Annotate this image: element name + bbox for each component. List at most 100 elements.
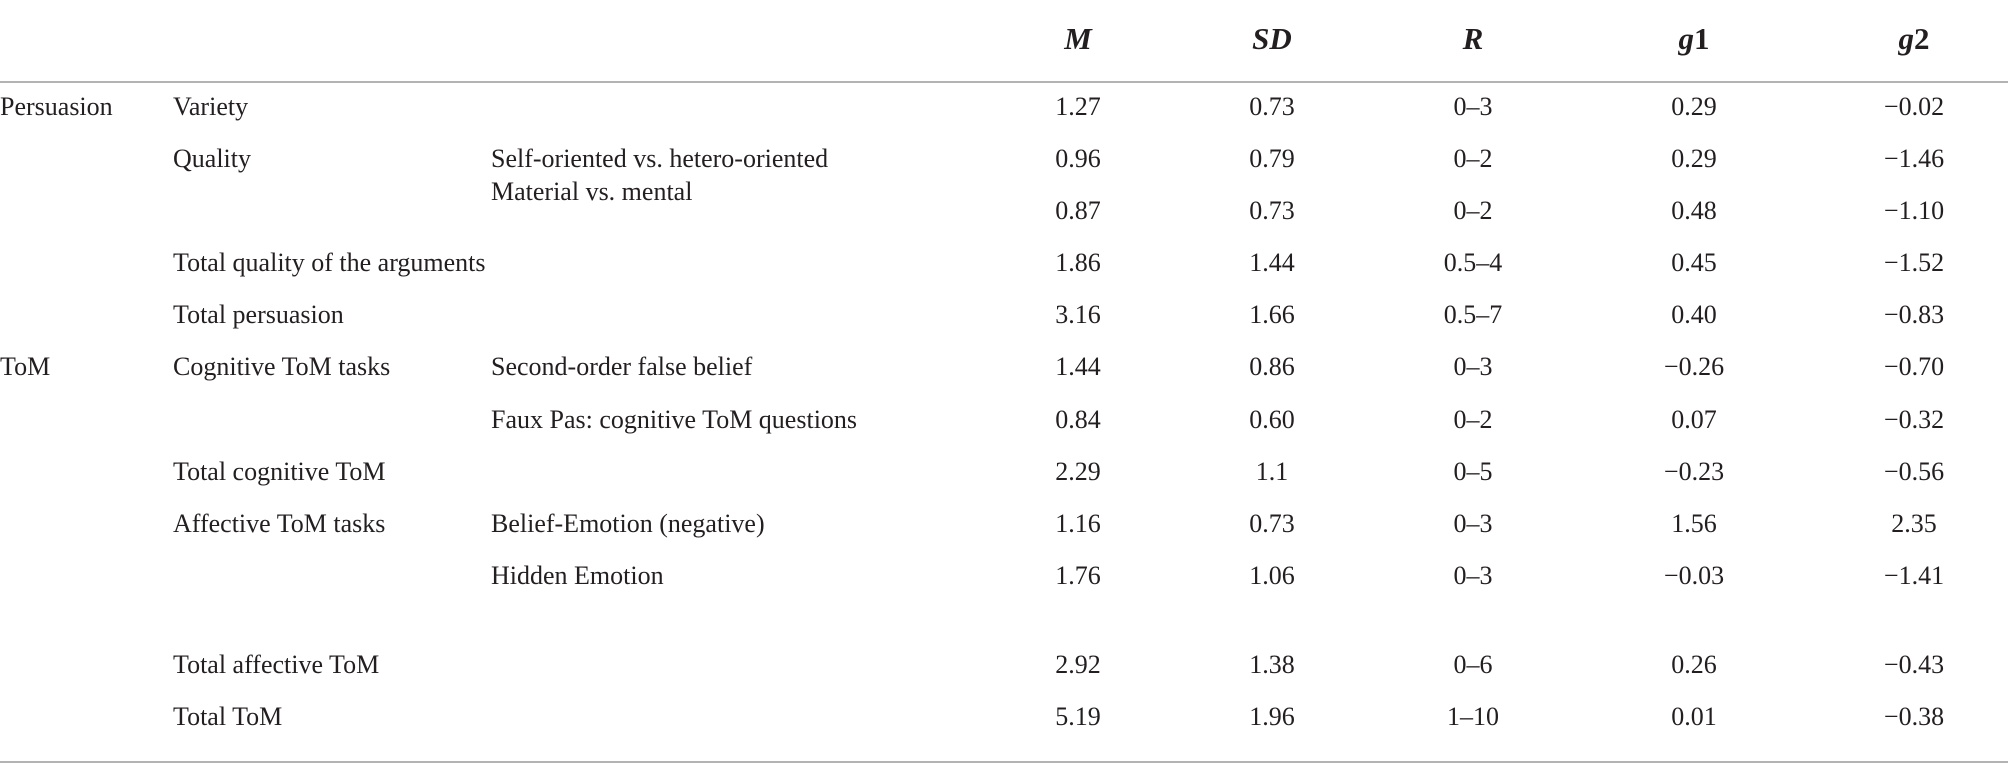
table-row: Faux Pas: cognitive ToM questions 0.84 0… [0, 394, 2008, 446]
table-row: Quality Self-oriented vs. hetero-oriente… [0, 133, 2008, 185]
cell-r: 0–2 [1453, 144, 1493, 173]
cell-r: 0–2 [1453, 405, 1493, 434]
table-row: Total affective ToM 2.92 1.38 0–6 0.26 −… [0, 639, 2008, 691]
cell-g2: −1.46 [1883, 144, 1945, 173]
cell-g2: −0.38 [1883, 702, 1945, 731]
cell-sd: 0.86 [1249, 352, 1295, 381]
cell-r: 0–3 [1453, 561, 1493, 590]
cell-sd: 0.73 [1249, 196, 1295, 225]
cell-g2: −0.70 [1883, 352, 1945, 381]
cell-sd: 1.96 [1249, 702, 1295, 731]
header-divider [0, 81, 2008, 83]
row-measure-label: Variety [173, 92, 249, 121]
cell-m: 0.96 [1055, 144, 1101, 173]
cell-m: 2.92 [1055, 650, 1101, 679]
cell-sd: 0.79 [1249, 144, 1295, 173]
cell-m: 0.84 [1055, 405, 1101, 434]
table-row: Hidden Emotion 1.76 1.06 0–3 −0.03 −1.41 [0, 550, 2008, 602]
cell-g2: −1.41 [1883, 561, 1945, 590]
header-g1: g1 [1614, 18, 1774, 60]
cell-g1: 0.40 [1671, 300, 1717, 329]
table-header-row: M SD R g1 g2 [0, 0, 2008, 81]
row-measure-label: Affective ToM tasks [173, 509, 386, 538]
table-row: ToM Cognitive ToM tasks Second-order fal… [0, 341, 2008, 393]
header-m: M [1064, 21, 1092, 56]
cell-m: 3.16 [1055, 300, 1101, 329]
row-measure-label: Total cognitive ToM [173, 457, 386, 486]
cell-r: 1–10 [1447, 702, 1499, 731]
cell-g1: −0.23 [1663, 457, 1725, 486]
header-g2-digit: 2 [1914, 21, 1930, 56]
cell-g1: 0.07 [1671, 405, 1717, 434]
cell-sd: 1.44 [1249, 248, 1295, 277]
row-measure-label: Cognitive ToM tasks [173, 352, 391, 381]
cell-r: 0–2 [1453, 196, 1493, 225]
cell-r: 0–3 [1453, 352, 1493, 381]
cell-m: 1.16 [1055, 509, 1101, 538]
header-r: R [1462, 21, 1484, 56]
cell-sd: 1.66 [1249, 300, 1295, 329]
table-row: Total persuasion 3.16 1.66 0.5–7 0.40 −0… [0, 289, 2008, 341]
cell-g2: −0.43 [1883, 650, 1945, 679]
cell-m: 1.27 [1055, 92, 1101, 121]
cell-m: 2.29 [1055, 457, 1101, 486]
cell-sd: 0.73 [1249, 92, 1295, 121]
cell-r: 0–3 [1453, 509, 1493, 538]
header-g1-digit: 1 [1694, 21, 1710, 56]
cell-r: 0–6 [1453, 650, 1493, 679]
row-task-label: Belief-Emotion (negative) [491, 509, 765, 538]
table-bottom-rule [0, 761, 2008, 763]
row-task-label: Material vs. mental [491, 177, 693, 206]
cell-r: 0–5 [1453, 457, 1493, 486]
cell-g1: 0.01 [1671, 702, 1717, 731]
row-section-label: Persuasion [0, 92, 113, 121]
row-task-label: Second-order false belief [491, 352, 753, 381]
header-g2-letter: g [1898, 21, 1915, 56]
header-g1-letter: g [1678, 21, 1695, 56]
row-measure-label: Total affective ToM [173, 650, 380, 679]
table-row: Persuasion Variety 1.27 0.73 0–3 0.29 −0… [0, 81, 2008, 133]
row-measure-label: Total persuasion [173, 300, 344, 329]
cell-m: 1.76 [1055, 561, 1101, 590]
cell-sd: 1.38 [1249, 650, 1295, 679]
cell-m: 5.19 [1055, 702, 1101, 731]
table-row: Affective ToM tasks Belief-Emotion (nega… [0, 498, 2008, 550]
cell-r: 0–3 [1453, 92, 1493, 121]
cell-g2: −0.02 [1883, 92, 1945, 121]
row-task-label: Self-oriented vs. hetero-oriented [491, 144, 829, 173]
cell-g1: 0.29 [1671, 144, 1717, 173]
row-measure-label: Total quality of the arguments [173, 248, 486, 277]
header-g2: g2 [1834, 18, 1994, 60]
cell-g2: −0.32 [1883, 405, 1945, 434]
cell-sd: 1.06 [1249, 561, 1295, 590]
row-measure-label: Total ToM [173, 702, 283, 731]
cell-m: 1.44 [1055, 352, 1101, 381]
row-task-label: Hidden Emotion [491, 561, 664, 590]
cell-sd: 1.1 [1255, 457, 1289, 486]
cell-g2: −1.10 [1883, 196, 1945, 225]
cell-g2: −1.52 [1883, 248, 1945, 277]
cell-g1: 0.26 [1671, 650, 1717, 679]
cell-g1: −0.03 [1663, 561, 1725, 590]
cell-g1: 0.45 [1671, 248, 1717, 277]
cell-m: 0.87 [1055, 196, 1101, 225]
cell-m: 1.86 [1055, 248, 1101, 277]
table-row: Total quality of the arguments 1.86 1.44… [0, 237, 2008, 289]
row-task-label: Faux Pas: cognitive ToM questions [491, 405, 858, 434]
cell-g2: −0.56 [1883, 457, 1945, 486]
cell-g1: 1.56 [1671, 509, 1717, 538]
cell-sd: 0.60 [1249, 405, 1295, 434]
cell-g1: 0.29 [1671, 92, 1717, 121]
row-measure-label: Quality [173, 144, 251, 173]
cell-g1: −0.26 [1663, 352, 1725, 381]
table-row: Total ToM 5.19 1.96 1–10 0.01 −0.38 [0, 691, 2008, 743]
table-row: Total cognitive ToM 2.29 1.1 0–5 −0.23 −… [0, 446, 2008, 498]
cell-r: 0.5–7 [1443, 300, 1503, 329]
table-row: Material vs. mental 0.87 0.73 0–2 0.48 −… [0, 177, 2008, 237]
row-section-label: ToM [0, 352, 51, 381]
cell-g2: 2.35 [1891, 509, 1937, 538]
cell-g1: 0.48 [1671, 196, 1717, 225]
cell-sd: 0.73 [1249, 509, 1295, 538]
header-sd: SD [1252, 21, 1292, 56]
